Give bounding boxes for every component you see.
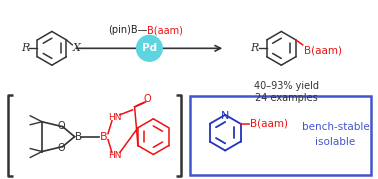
Text: R: R [21,43,29,53]
Text: Pd: Pd [142,43,157,53]
Text: isolable: isolable [315,137,356,147]
Text: 40–93% yield: 40–93% yield [254,81,319,91]
Text: B(aam): B(aam) [304,46,342,56]
Text: O: O [144,94,151,104]
Text: B(aam): B(aam) [250,119,288,129]
Text: O: O [58,142,65,153]
Circle shape [136,35,162,61]
Text: R: R [251,43,259,53]
Text: bench-stable: bench-stable [302,122,369,132]
Text: B: B [75,132,82,142]
Text: HN: HN [108,151,122,160]
Bar [190,96,371,175]
Text: X: X [72,43,80,53]
Text: O: O [58,121,65,131]
Text: HN: HN [108,113,122,122]
Text: N: N [221,111,229,121]
Text: (pin)B—: (pin)B— [108,25,147,35]
Text: B(aam): B(aam) [147,25,183,35]
Text: B: B [100,132,108,142]
Text: 24 examples: 24 examples [255,93,318,103]
